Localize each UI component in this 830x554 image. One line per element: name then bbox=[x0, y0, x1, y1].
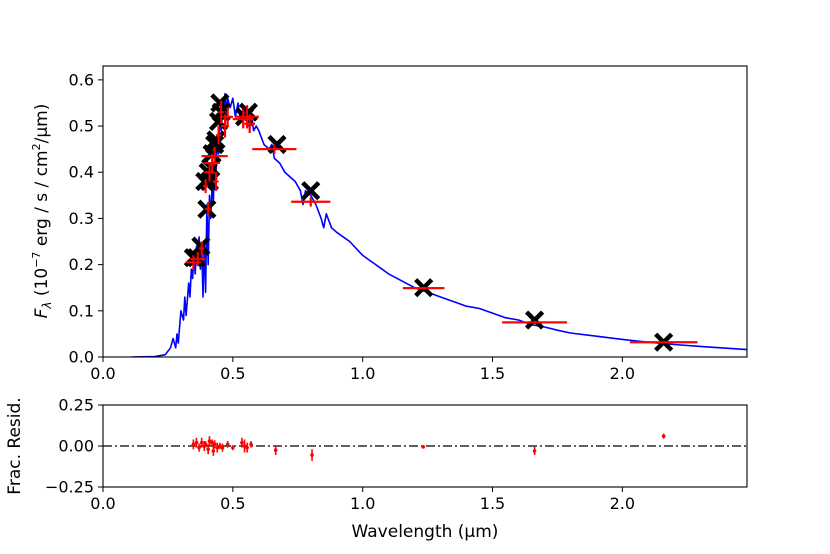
residual-point bbox=[249, 441, 253, 448]
residuals-x-tick-label: 0.0 bbox=[90, 494, 115, 513]
residual-marker bbox=[191, 442, 196, 447]
residual-marker bbox=[273, 448, 278, 452]
residual-marker bbox=[421, 445, 425, 449]
residual-point bbox=[421, 445, 425, 449]
residual-marker bbox=[207, 439, 212, 443]
residual-point bbox=[207, 436, 212, 446]
sed-y-tick-label: 0.2 bbox=[69, 255, 94, 274]
residual-marker bbox=[210, 440, 214, 445]
residual-marker bbox=[206, 447, 210, 452]
residual-point bbox=[212, 440, 217, 449]
residual-point bbox=[231, 445, 235, 451]
residuals-y-tick-label: 0.25 bbox=[58, 396, 94, 415]
sed-y-tick-label: 0.0 bbox=[69, 348, 94, 367]
residual-point bbox=[242, 439, 247, 453]
residual-marker bbox=[532, 449, 537, 453]
residual-marker bbox=[194, 440, 199, 445]
sed-x-tick-label: 0.5 bbox=[220, 364, 245, 383]
residual-point bbox=[203, 441, 208, 448]
residuals-y-axis-label: Frac. Resid. bbox=[5, 397, 25, 494]
x-marker-stroke bbox=[206, 130, 226, 150]
residual-point bbox=[220, 443, 225, 452]
sed-x-tick-label: 1.5 bbox=[480, 364, 505, 383]
residual-point bbox=[661, 433, 666, 439]
residual-point bbox=[310, 449, 314, 461]
residual-point bbox=[240, 437, 244, 448]
residual-marker bbox=[225, 442, 230, 447]
residual-marker bbox=[220, 445, 225, 450]
residual-marker bbox=[231, 445, 235, 450]
sed-y-tick-label: 0.4 bbox=[69, 163, 94, 182]
residuals-x-tick-label: 0.5 bbox=[220, 494, 245, 513]
residuals-y-tick-label: −0.25 bbox=[45, 478, 94, 497]
residual-point bbox=[191, 439, 196, 450]
sed-x-tick-label: 1.0 bbox=[350, 364, 375, 383]
residual-marker bbox=[249, 442, 253, 447]
x-axis-label: Wavelength (μm) bbox=[352, 522, 499, 542]
synthetic-photometry-marker bbox=[524, 310, 545, 330]
sed-y-tick-label: 0.1 bbox=[69, 301, 94, 320]
residual-marker bbox=[197, 445, 201, 450]
residual-point bbox=[218, 442, 222, 450]
sed-x-tick-label: 2.0 bbox=[610, 364, 635, 383]
residuals-y-tick-label: 0.00 bbox=[58, 437, 94, 456]
sed-y-tick-label: 0.5 bbox=[69, 117, 94, 136]
residual-point bbox=[532, 446, 537, 456]
x-marker-stroke bbox=[205, 134, 225, 155]
residual-marker bbox=[203, 442, 208, 447]
residual-point bbox=[210, 439, 214, 446]
residual-point bbox=[199, 437, 204, 448]
residual-marker bbox=[218, 444, 222, 448]
residual-marker bbox=[240, 440, 244, 445]
residual-marker bbox=[242, 444, 247, 448]
residual-marker bbox=[212, 442, 217, 447]
synthetic-photometry-marker bbox=[301, 181, 321, 201]
residual-marker bbox=[661, 434, 666, 438]
residual-point bbox=[211, 446, 216, 456]
residual-point bbox=[225, 441, 230, 448]
sed-x-tick-label: 0.0 bbox=[90, 364, 115, 383]
residual-point bbox=[245, 442, 249, 453]
residual-marker bbox=[199, 440, 204, 445]
residual-point bbox=[215, 442, 220, 453]
residual-point bbox=[273, 445, 278, 456]
residual-point bbox=[197, 443, 201, 452]
sed-plot-frame bbox=[102, 65, 748, 358]
residual-marker bbox=[310, 453, 314, 457]
residual-marker bbox=[245, 445, 249, 450]
residual-marker bbox=[211, 449, 216, 453]
residuals-x-tick-label: 1.5 bbox=[480, 494, 505, 513]
sed-y-tick-label: 0.3 bbox=[69, 209, 94, 228]
sed-y-axis-label: Fλ (10−7 erg / s / cm2/μm) bbox=[30, 104, 54, 319]
x-marker-stroke bbox=[524, 310, 545, 330]
residuals-panel: 0.0 0.5 1.0 1.5 2.0 −0.25 0.00 0.25 Frac. Resid… bbox=[5, 396, 748, 542]
residuals-x-tick-label: 1.0 bbox=[350, 494, 375, 513]
residual-point bbox=[206, 444, 210, 455]
synthetic-photometry-marker bbox=[205, 134, 225, 155]
sed-y-tick-label: 0.6 bbox=[69, 70, 94, 89]
residual-marker bbox=[215, 445, 220, 450]
sed-panel: 0.0 0.5 1.0 1.5 2.0 0.0 0.1 0.2 0.3 0.4 0.5 0.6 Fλ … bbox=[30, 65, 748, 383]
residuals-x-tick-label: 2.0 bbox=[610, 494, 635, 513]
synthetic-photometry-marker bbox=[206, 130, 226, 150]
residual-point bbox=[194, 437, 199, 448]
x-marker-stroke bbox=[301, 181, 321, 201]
